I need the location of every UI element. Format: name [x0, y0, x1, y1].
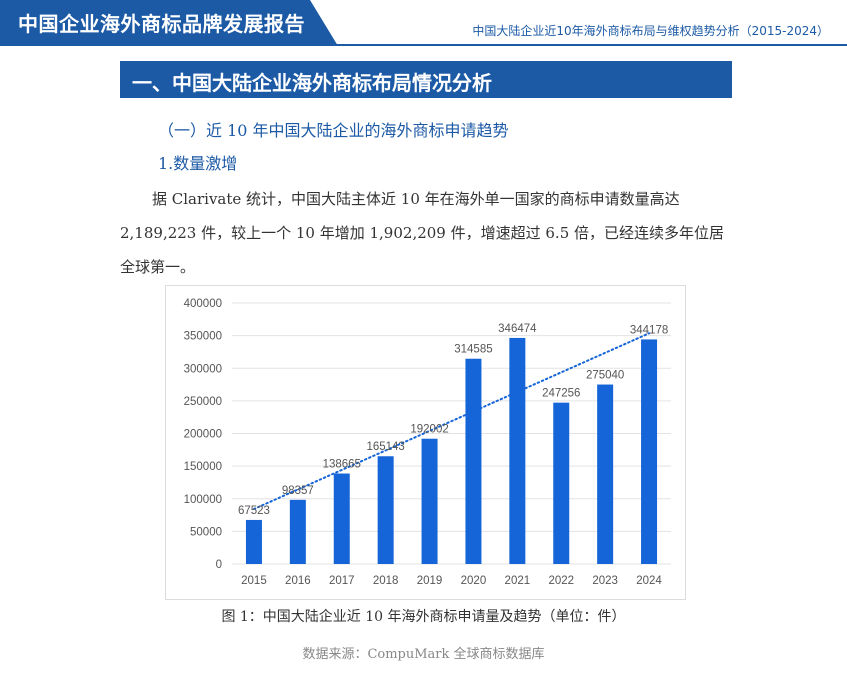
bar	[333, 473, 350, 564]
x-tick-label: 2019	[417, 575, 443, 587]
bar	[465, 358, 482, 564]
chart-frame: 0 50000 100000 150000 200000 250000 300000 3500…	[165, 285, 686, 600]
data-label: 192002	[410, 424, 448, 436]
x-tick-label: 2020	[461, 575, 487, 587]
body-paragraph: 据 Clarivate 统计，中国大陆主体近 10 年在海外单一国家的商标申请数…	[120, 190, 725, 276]
x-tick-label: 2022	[548, 575, 574, 587]
y-tick-label: 350000	[184, 331, 222, 343]
y-tick-label: 250000	[184, 396, 222, 408]
header-tab	[0, 0, 338, 46]
bar	[597, 384, 614, 564]
x-tick-label: 2018	[373, 575, 399, 587]
x-tick-label: 2016	[285, 575, 311, 587]
y-tick-label: 400000	[184, 298, 222, 310]
y-tick-label: 200000	[184, 429, 222, 441]
figure-caption: 图 1：中国大陆企业近 10 年海外商标申请量及趋势（单位：件）	[221, 609, 626, 625]
bar-chart: 0 50000 100000 150000 200000 250000 300000 3500…	[184, 298, 671, 587]
section-title: 一、中国大陆企业海外商标布局情况分析	[132, 71, 492, 95]
y-tick-label: 0	[216, 559, 222, 571]
x-tick-label: 2023	[592, 575, 618, 587]
y-tick-label: 300000	[184, 363, 222, 375]
y-tick-label: 150000	[184, 461, 222, 473]
header-rule	[330, 44, 847, 46]
bar	[509, 337, 526, 564]
subsubsection-heading: 1.数量激增	[158, 154, 238, 173]
data-label: 98357	[282, 485, 314, 497]
x-tick-label: 2017	[329, 575, 355, 587]
report-title: 中国企业海外商标品牌发展报告	[18, 12, 305, 36]
data-label: 344178	[630, 324, 668, 336]
section-banner: 一、中国大陆企业海外商标布局情况分析	[120, 61, 732, 98]
trendline	[252, 332, 651, 510]
bar	[289, 499, 306, 564]
bar	[641, 339, 658, 564]
data-label: 346474	[498, 323, 537, 335]
y-tick-label: 100000	[184, 494, 222, 506]
x-tick-label: 2024	[636, 575, 662, 587]
data-label: 165143	[366, 441, 404, 453]
data-source: 数据来源：CompuMark 全球商标数据库	[302, 647, 545, 662]
bar	[377, 456, 394, 564]
bar	[553, 402, 570, 564]
subsection-heading: （一）近 10 年中国大陆企业的海外商标申请趋势	[158, 121, 509, 140]
x-tick-label: 2021	[505, 575, 531, 587]
bar	[421, 438, 438, 564]
bar	[245, 519, 262, 564]
data-label: 314585	[454, 344, 492, 356]
data-label: 67523	[238, 505, 270, 517]
x-tick-label: 2015	[241, 575, 267, 587]
report-subtitle: 中国大陆企业近10年海外商标布局与维权趋势分析（2015-2024）	[472, 24, 829, 38]
y-tick-label: 50000	[190, 526, 222, 538]
data-label: 247256	[542, 388, 580, 400]
data-label: 138665	[323, 459, 361, 471]
data-label: 275040	[586, 370, 624, 382]
